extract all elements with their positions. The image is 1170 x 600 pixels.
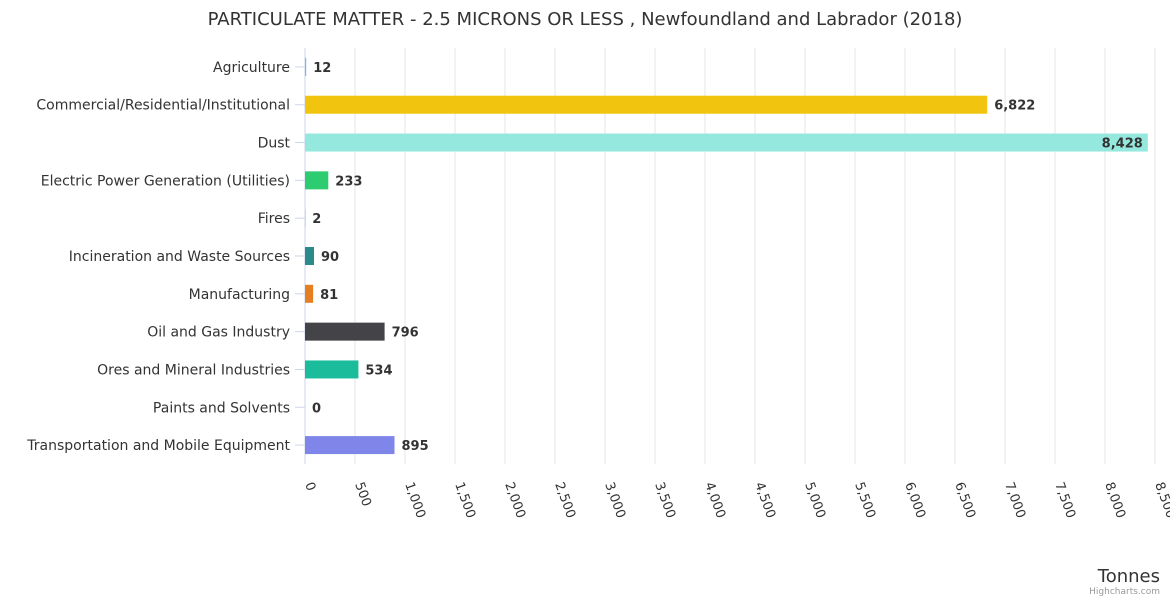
chart-title: PARTICULATE MATTER - 2.5 MICRONS OR LESS… xyxy=(208,9,963,30)
x-tick-label: 1,000 xyxy=(401,480,428,520)
data-label: 6,822 xyxy=(994,99,1035,114)
bar[interactable] xyxy=(305,247,314,265)
x-tick-label: 5,000 xyxy=(801,480,828,520)
data-label: 8,428 xyxy=(1102,137,1143,152)
x-tick-label: 8,000 xyxy=(1101,480,1128,520)
x-tick-label: 3,500 xyxy=(651,480,678,520)
bar[interactable] xyxy=(305,57,307,76)
x-tick-label: 2,500 xyxy=(551,480,578,520)
category-label: Incineration and Waste Sources xyxy=(69,249,290,265)
category-label: Oil and Gas Industry xyxy=(147,325,290,341)
bars xyxy=(305,57,1148,455)
category-labels: Agriculture Commercial/Residential/Instit… xyxy=(26,60,290,454)
x-tick-label: 500 xyxy=(351,480,374,508)
x-axis-title: Tonnes xyxy=(1097,566,1160,587)
category-label: Dust xyxy=(258,136,291,152)
x-tick-label: 4,500 xyxy=(751,480,778,520)
x-tick-label: 2,000 xyxy=(501,480,528,520)
bar[interactable] xyxy=(305,436,395,455)
category-label: Electric Power Generation (Utilities) xyxy=(41,173,290,189)
category-label: Manufacturing xyxy=(189,287,290,303)
x-tick-labels: 0 500 1,000 1,500 2,000 2,500 3,000 3,500 4,000 4… xyxy=(301,480,1170,520)
x-tick-label: 8,500 xyxy=(1151,480,1170,520)
category-label: Fires xyxy=(258,211,290,227)
bar[interactable] xyxy=(305,360,359,379)
data-label: 12 xyxy=(313,61,331,76)
data-label: 534 xyxy=(365,363,392,378)
x-tick-label: 0 xyxy=(301,480,318,493)
data-label: 0 xyxy=(312,401,321,416)
data-label: 81 xyxy=(320,288,338,303)
data-label: 90 xyxy=(321,250,339,265)
x-tick-label: 7,500 xyxy=(1051,480,1078,520)
bar[interactable] xyxy=(305,284,314,303)
x-tick-label: 5,500 xyxy=(851,480,878,520)
bar[interactable] xyxy=(305,322,385,341)
x-tick-label: 7,000 xyxy=(1001,480,1028,520)
x-tick-label: 6,500 xyxy=(951,480,978,520)
bar[interactable] xyxy=(305,95,988,114)
category-label: Commercial/Residential/Institutional xyxy=(36,98,290,114)
x-tick-label: 6,000 xyxy=(901,480,928,520)
x-tick-label: 3,000 xyxy=(601,480,628,520)
data-label: 2 xyxy=(312,212,321,227)
category-label: Agriculture xyxy=(213,60,290,76)
credits-link[interactable]: Highcharts.com xyxy=(1089,587,1160,597)
category-label: Ores and Mineral Industries xyxy=(97,362,290,378)
data-labels: 12 6,822 8,428 233 2 90 81 796 534 0 895 xyxy=(312,61,1143,454)
x-tick-label: 1,500 xyxy=(451,480,478,520)
data-label: 796 xyxy=(392,326,419,341)
data-label: 233 xyxy=(335,174,362,189)
bar[interactable] xyxy=(305,171,329,190)
category-label: Transportation and Mobile Equipment xyxy=(26,438,290,454)
data-label: 895 xyxy=(402,439,429,454)
bar[interactable] xyxy=(305,133,1148,152)
category-label: Paints and Solvents xyxy=(153,400,290,416)
x-tick-label: 4,000 xyxy=(701,480,728,520)
